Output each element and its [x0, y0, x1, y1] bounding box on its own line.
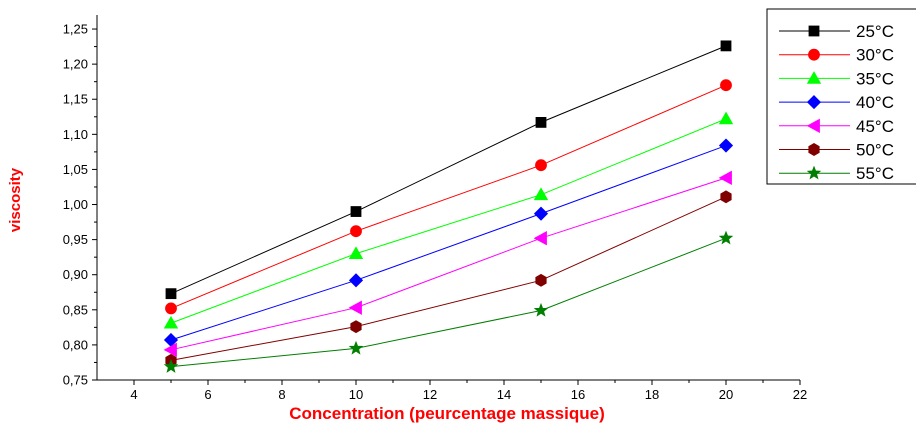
data-point	[165, 288, 177, 300]
x-tick-label: 22	[793, 387, 807, 402]
series-line	[170, 145, 727, 341]
series-50°C	[165, 190, 732, 367]
legend-marker	[806, 71, 822, 84]
data-point	[535, 116, 547, 128]
legend-entry: 30°C	[779, 46, 894, 65]
y-tick-label: 0,80	[63, 337, 88, 352]
series-45°C	[163, 170, 732, 357]
data-point	[348, 273, 364, 288]
data-point	[163, 315, 179, 329]
legend-entry: 55°C	[779, 164, 894, 183]
legend-entry: 35°C	[779, 69, 894, 88]
y-tick-label: 1,15	[63, 92, 88, 107]
data-point	[720, 190, 732, 204]
data-point	[533, 206, 549, 221]
y-tick-label: 1,10	[63, 127, 88, 142]
legend: 25°C 30°C 35°C 40°C 45°C 50°C 55°C	[766, 8, 916, 185]
legend-marker	[806, 95, 822, 110]
legend-label: 50°C	[856, 141, 894, 160]
data-point	[718, 111, 734, 125]
data-point	[718, 230, 734, 245]
x-tick-label: 4	[130, 387, 137, 402]
x-tick-label: 14	[497, 387, 511, 402]
series-line	[170, 177, 727, 351]
data-point	[165, 302, 177, 315]
x-tick-label: 18	[645, 387, 659, 402]
y-tick-label: 1,00	[63, 197, 88, 212]
data-point	[720, 40, 732, 52]
series-line	[170, 45, 727, 295]
series-55°C	[163, 230, 734, 373]
data-point	[350, 206, 362, 217]
x-ticks: 4 6 8 10 12 14 16 18 20 22	[130, 380, 807, 402]
data-point	[163, 342, 177, 357]
data-point	[533, 231, 547, 246]
data-point	[348, 300, 362, 315]
legend-marker	[808, 25, 820, 37]
legend-label: 45°C	[856, 117, 894, 136]
legend-marker	[808, 48, 820, 61]
data-point	[348, 340, 364, 355]
legend-entry: 45°C	[779, 117, 894, 136]
x-tick-label: 12	[423, 387, 437, 402]
legend-entry: 25°C	[779, 22, 894, 41]
series-line	[170, 196, 727, 361]
x-tick-label: 16	[571, 387, 585, 402]
data-point	[533, 302, 549, 317]
y-tick-label: 1,20	[63, 57, 88, 72]
legend-label: 25°C	[856, 22, 894, 41]
legend-marker	[806, 165, 822, 180]
data-point	[163, 359, 179, 373]
y-tick-label: 0,95	[63, 232, 88, 247]
legend-label: 35°C	[856, 69, 894, 88]
x-axis-label: Concentration (peurcentage massique)	[289, 404, 605, 423]
x-tick-label: 8	[278, 387, 285, 402]
y-tick-label: 1,05	[63, 162, 88, 177]
series-group	[163, 40, 734, 373]
data-point	[350, 225, 362, 238]
axes	[96, 15, 800, 381]
x-tick-label: 20	[719, 387, 733, 402]
series-25°C	[165, 40, 732, 300]
series-35°C	[163, 111, 734, 329]
legend-label: 55°C	[856, 164, 894, 183]
data-point	[720, 79, 732, 92]
legend-box	[766, 8, 916, 185]
data-point	[718, 138, 734, 153]
y-tick-label: 0,75	[63, 373, 88, 388]
legend-entry: 50°C	[779, 141, 894, 160]
legend-label: 40°C	[856, 93, 894, 112]
y-axis-label: viscosity	[7, 167, 24, 232]
data-point	[350, 320, 362, 334]
y-tick-label: 0,85	[63, 302, 88, 317]
series-line	[170, 237, 727, 368]
series-line	[170, 84, 727, 309]
legend-label: 30°C	[856, 46, 894, 65]
data-point	[535, 273, 547, 287]
x-tick-label: 6	[204, 387, 211, 402]
data-point	[718, 170, 732, 186]
y-tick-label: 1,25	[63, 22, 88, 37]
legend-marker	[808, 143, 820, 156]
legend-entry: 40°C	[779, 93, 894, 112]
y-tick-label: 0,90	[63, 267, 88, 282]
x-tick-label: 10	[349, 387, 363, 402]
data-point	[348, 246, 364, 260]
series-40°C	[163, 138, 734, 348]
series-30°C	[165, 79, 732, 315]
data-point	[535, 159, 547, 172]
data-point	[533, 187, 549, 201]
legend-marker	[806, 118, 820, 133]
series-line	[170, 118, 727, 324]
y-ticks: 0,75 0,80 0,85 0,90 0,95 1,00 1,05 1,10 1,15 1,20…	[63, 22, 97, 388]
